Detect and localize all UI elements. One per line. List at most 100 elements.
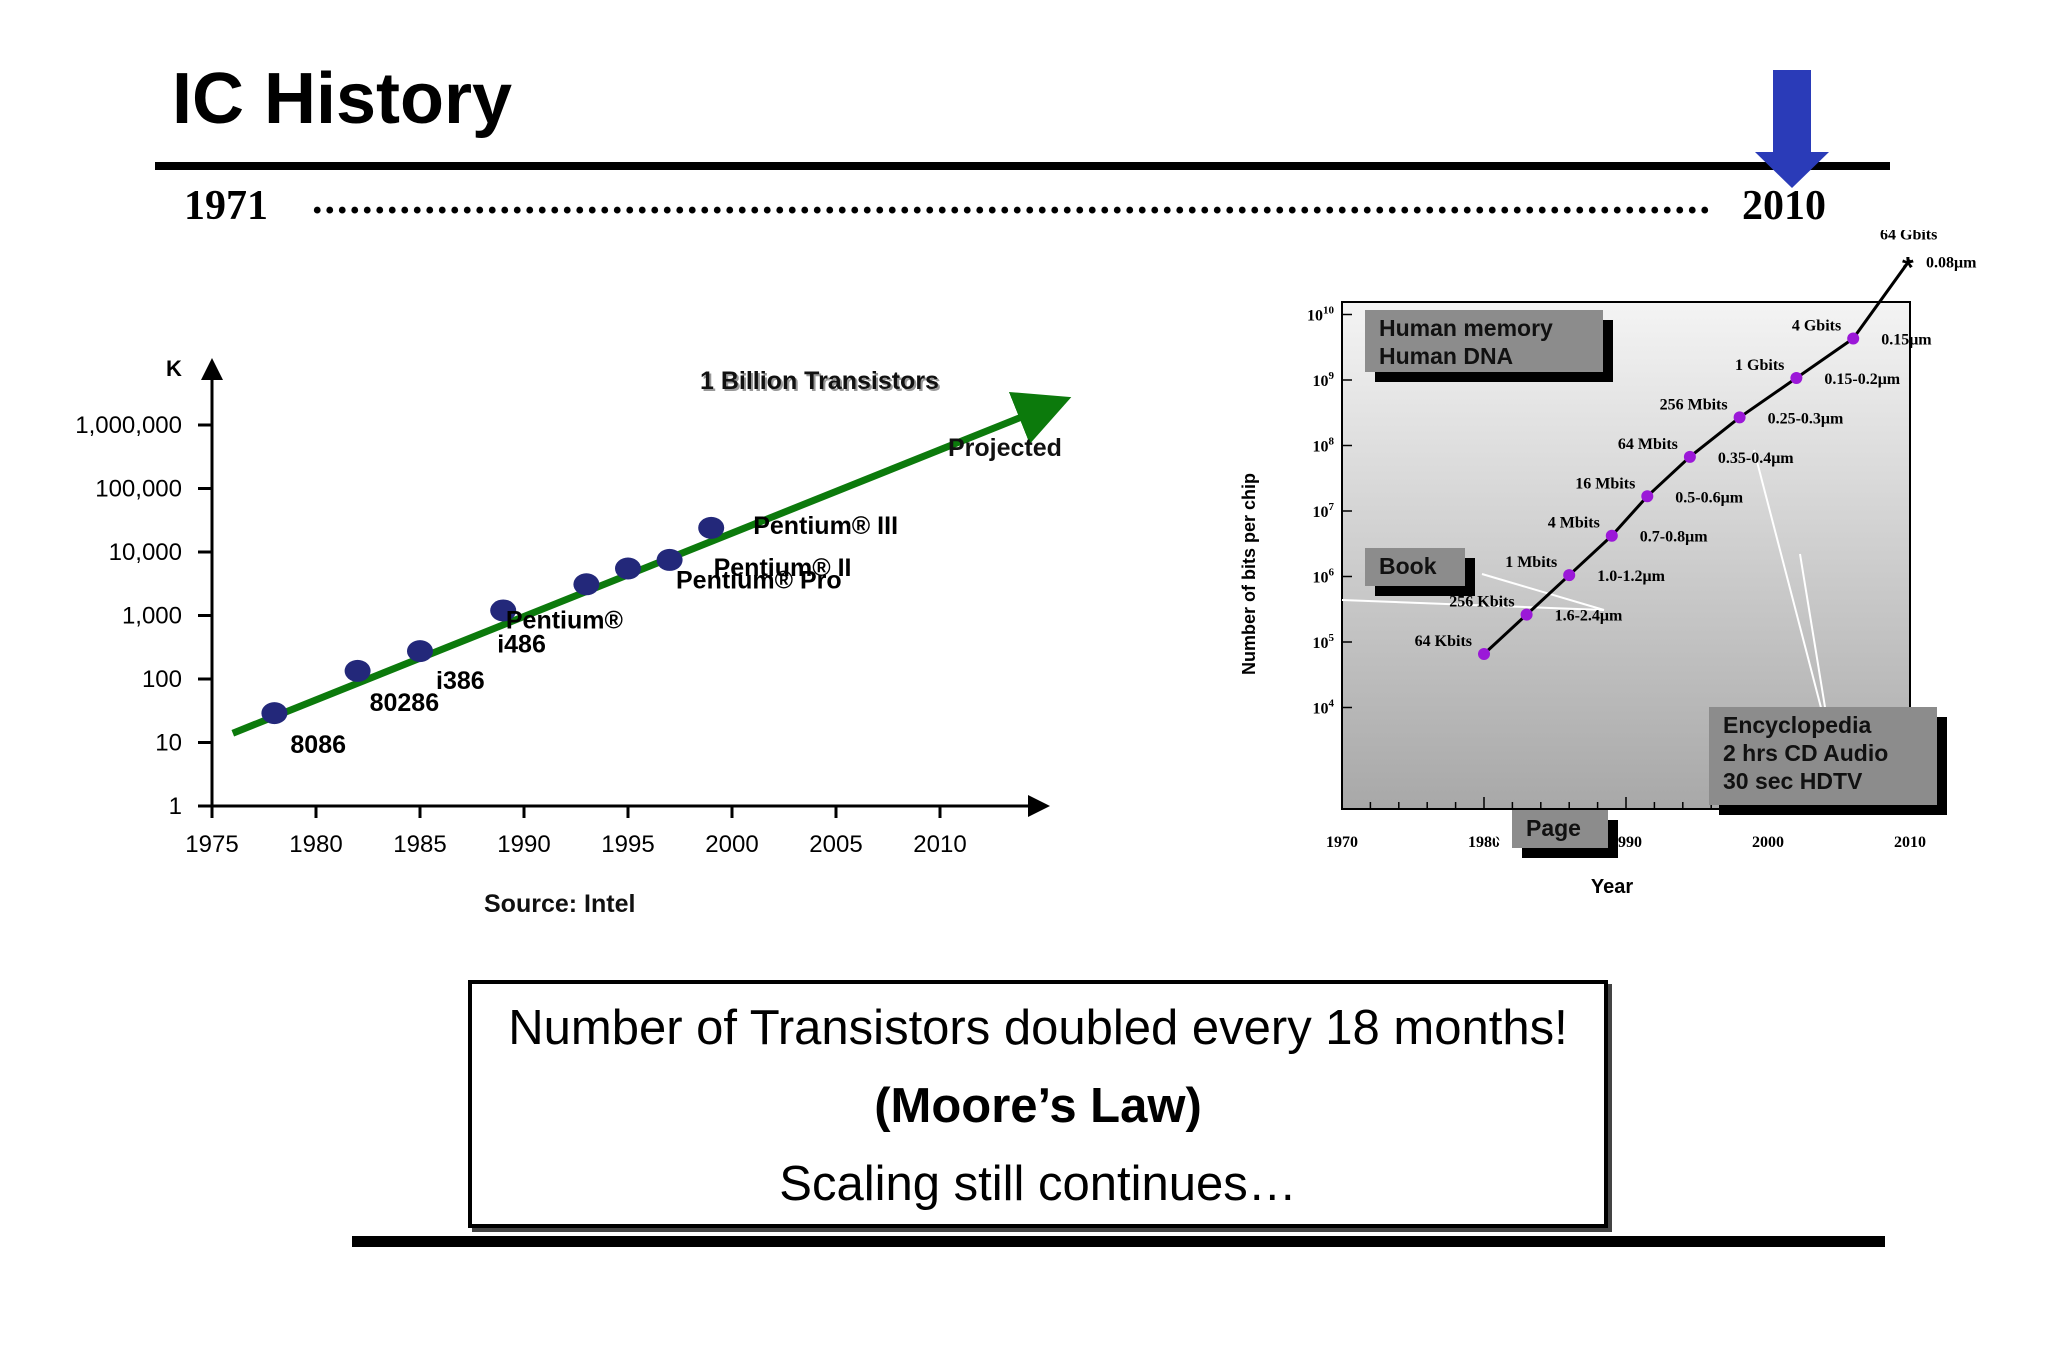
memory-data-point [1683, 450, 1696, 463]
memory-data-point [1641, 490, 1654, 503]
memory-data-point [1847, 332, 1860, 345]
timeline-start-year: 1971 [184, 183, 268, 229]
intel-point-label: 8086 [290, 731, 346, 759]
memory-feature-label: 0.15-0.2μm [1824, 371, 1900, 388]
intel-trend-line [231, 391, 1072, 737]
memory-x-tick-label: 2010 [1894, 834, 1926, 851]
page-box-text: Page [1526, 815, 1581, 841]
memory-point-label: 64 Gbits [1880, 230, 1937, 244]
intel-x-axis-arrow-icon [1028, 795, 1050, 817]
encyclopedia-box [1709, 707, 1937, 805]
intel-point-label: i386 [436, 667, 485, 695]
intel-data-point [407, 640, 433, 663]
memory-point-label: 4 Gbits [1792, 318, 1841, 335]
intel-x-tick-label: 2005 [809, 831, 862, 858]
memory-y-axis-label: Number of bits per chip [1239, 473, 1259, 675]
summary-line-2: (Moore’s Law) [874, 1079, 1202, 1133]
encyclopedia-connector [1753, 449, 1833, 751]
memory-y-tick-label: 107 [1313, 501, 1335, 521]
billion-transistors-annotation: 1 Billion Transistors [700, 367, 939, 395]
intel-transistor-chart: 1 10 100 1,000 10,000 100,000 1,000,000 1975 198… [75, 356, 1072, 918]
memory-y-tick-label: 109 [1313, 370, 1335, 390]
book-box-text: Book [1379, 553, 1437, 579]
book-box [1365, 548, 1465, 586]
moores-law-box: Number of Transistors doubled every 18 m… [468, 980, 1608, 1228]
memory-data-point [1733, 411, 1746, 424]
encyclopedia-box-text: Encyclopedia [1723, 712, 1871, 738]
intel-y-tick-label: 10 [155, 730, 182, 757]
memory-point-label: 16 Mbits [1575, 475, 1635, 492]
human-memory-box-text: Human memory [1379, 315, 1553, 341]
intel-x-tick-label: 1985 [393, 831, 446, 858]
intel-x-tick-label: 1995 [601, 831, 654, 858]
memory-feature-label: 0.15μm [1881, 332, 1932, 349]
intel-point-label: Pentium® [506, 606, 624, 634]
memory-data-point [1563, 569, 1576, 582]
memory-point-label: 4 Mbits [1548, 515, 1600, 532]
human-memory-box-text: Human DNA [1379, 343, 1513, 369]
memory-asterisk-point: * [1902, 252, 1914, 285]
memory-y-tick-label: 108 [1313, 436, 1335, 456]
intel-data-point [656, 548, 683, 571]
page-box [1512, 810, 1608, 848]
memory-trend-curve [1482, 258, 1912, 656]
projected-annotation: Projected [948, 434, 1062, 462]
summary-line-3: Scaling still continues… [779, 1157, 1297, 1211]
intel-y-axis-arrow-icon [201, 358, 223, 380]
top-rule [155, 162, 1890, 170]
memory-data-point [1520, 608, 1533, 621]
page-connector [1486, 827, 1511, 856]
encyclopedia-box-text: 30 sec HDTV [1723, 768, 1863, 794]
intel-x-tick-label: 2000 [705, 831, 758, 858]
memory-feature-label: 1.0-1.2μm [1597, 568, 1665, 585]
book-connector [1341, 599, 1605, 611]
memory-point-label: 1 Gbits [1735, 357, 1784, 374]
intel-data-point [573, 573, 600, 596]
intel-y-axis-label: K [166, 356, 182, 381]
memory-point-label: 1 Mbits [1505, 554, 1557, 571]
intel-data-point [261, 702, 288, 725]
intel-y-tick-label: 1 [169, 793, 182, 820]
memory-point-label: 256 Mbits [1660, 396, 1728, 413]
memory-feature-label: 0.08μm [1926, 255, 1977, 272]
intel-y-tick-label: 10,000 [109, 539, 182, 566]
intel-data-point [698, 516, 725, 539]
memory-data-point [1605, 529, 1618, 542]
intel-x-tick-label: 1990 [497, 831, 550, 858]
memory-x-tick-label: 2000 [1752, 834, 1784, 851]
intel-point-label: 80286 [370, 689, 440, 717]
intel-x-tick-label: 2010 [913, 831, 966, 858]
memory-y-tick-label: 104 [1313, 698, 1335, 718]
memory-y-tick-label: 106 [1313, 567, 1335, 587]
memory-data-point [1478, 648, 1490, 661]
memory-feature-label: 1.6-2.4μm [1555, 608, 1623, 625]
memory-feature-label: 0.35-0.4μm [1718, 450, 1794, 467]
intel-point-label: Pentium® II [714, 554, 852, 582]
memory-data-point [1790, 371, 1803, 384]
memory-y-tick-label: 105 [1313, 632, 1335, 652]
intel-data-point [344, 659, 371, 682]
intel-point-label: Pentium® III [753, 512, 898, 540]
memory-feature-label: 0.25-0.3μm [1768, 410, 1844, 427]
intel-x-tick-label: 1980 [289, 831, 342, 858]
memory-y-tick-label: 1010 [1307, 305, 1335, 325]
encyclopedia-box-text: 2 hrs CD Audio [1723, 740, 1888, 766]
intel-point-label: Pentium® Pro [676, 566, 842, 594]
intel-y-tick-label: 100,000 [95, 476, 182, 503]
memory-point-label: 256 Kbits [1449, 594, 1514, 611]
timeline-end-year: 2010 [1742, 183, 1826, 229]
summary-line-1: Number of Transistors doubled every 18 m… [508, 1001, 1568, 1055]
human-memory-box [1365, 310, 1603, 372]
intel-y-tick-label: 1,000,000 [75, 412, 182, 439]
timeline-marker-arrow-icon [1755, 70, 1829, 188]
book-connector [1481, 573, 1605, 611]
intel-data-point [490, 599, 517, 622]
intel-point-label: i486 [497, 630, 546, 658]
memory-x-axis-label: Year [1591, 876, 1633, 898]
intel-data-point [615, 557, 641, 580]
intel-y-tick-label: 1,000 [122, 603, 182, 630]
memory-x-tick-label: 1980 [1468, 834, 1500, 851]
intel-x-tick-label: 1975 [185, 831, 238, 858]
source-annotation: Source: Intel [484, 890, 635, 918]
